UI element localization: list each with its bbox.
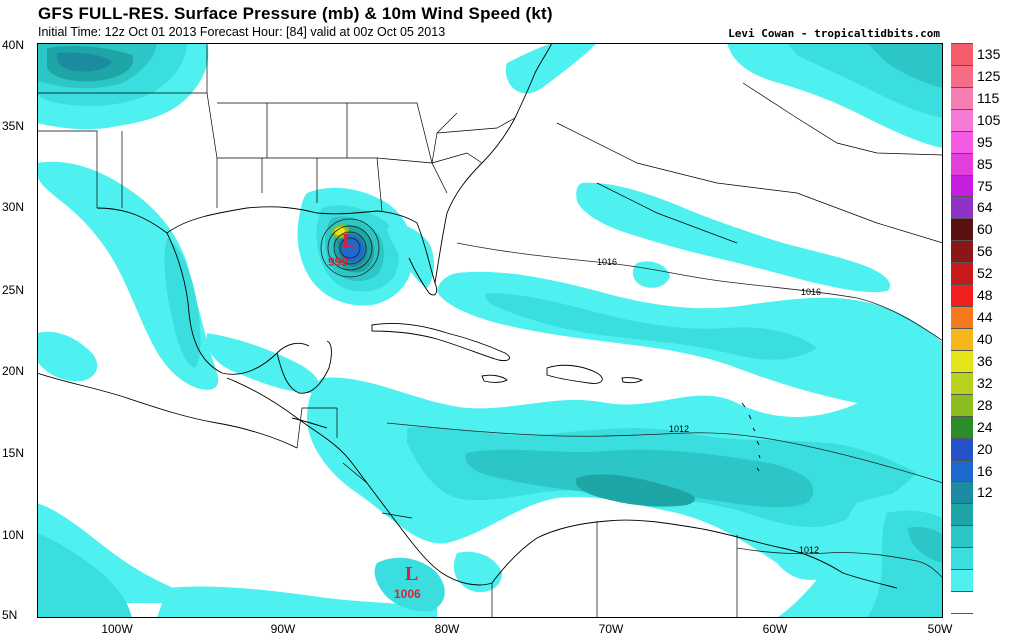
colorbar-tick-label: 95 [977,133,993,150]
map-title: GFS FULL-RES. Surface Pressure (mb) & 10… [38,4,553,23]
colorbar-tick-label: 135 [977,45,1001,62]
lat-label-30n: 30N [2,200,25,214]
colorbar-swatch [951,371,973,395]
colorbar-swatch [951,547,973,571]
colorbar-tick-label: 40 [977,330,993,347]
colorbar-swatch [951,503,973,527]
lat-label-35n: 35N [2,119,25,133]
colorbar-tick-label: 24 [977,418,993,435]
wind-speed-shading [37,43,943,618]
colorbar-tick-label: 125 [977,67,1001,84]
low-symbol-gulf: L [342,230,355,252]
isobar-label-1016-a: 1016 [597,257,617,267]
colorbar-tick-label: 28 [977,396,993,413]
colorbar-tick-label: 85 [977,155,993,172]
colorbar-tick-label: 44 [977,309,993,326]
colorbar-swatch [951,174,973,198]
colorbar-tick-label: 52 [977,265,993,282]
colorbar-tick-label: 115 [977,89,1000,106]
lon-label-70w: 70W [598,622,624,636]
colorbar-tick-label: 105 [977,111,1001,128]
wind-speed-colorbar [951,43,973,614]
colorbar-swatch [951,349,973,373]
coastlines [37,43,898,589]
colorbar-tick-label: 60 [977,221,993,238]
colorbar-swatch [951,152,973,176]
colorbar-tick-label: 36 [977,352,993,369]
lat-label-40n: 40N [2,38,25,52]
colorbar-swatch [951,196,973,220]
colorbar-tick-label: 16 [977,462,993,479]
colorbar-tick-label: 20 [977,440,993,457]
colorbar-swatch [951,284,973,308]
lat-label-20n: 20N [2,364,25,378]
colorbar-swatch [951,306,973,329]
isobar-label-1016-b: 1016 [801,287,821,297]
colorbar-swatch [951,86,973,110]
colorbar-swatch [951,328,973,351]
colorbar-swatch [951,415,973,439]
lon-label-50w: 50W [927,622,953,636]
lat-label-10n: 10N [2,528,25,542]
colorbar-swatch [951,43,973,66]
political-borders [37,43,943,618]
colorbar-swatch [951,240,973,264]
lon-label-80w: 80W [434,622,460,636]
colorbar-swatch [951,437,973,461]
colorbar-tick-label: 48 [977,287,993,304]
lat-label-15n: 15N [2,446,25,460]
map-subtitle: Initial Time: 12z Oct 01 2013 Forecast H… [38,25,446,39]
colorbar-tick-label: 12 [977,484,993,501]
colorbar-swatch [951,64,973,88]
lat-label-25n: 25N [2,283,25,297]
isobar-label-1012-a: 1012 [669,424,689,434]
colorbar-swatch [951,481,973,505]
lon-label-90w: 90W [270,622,296,636]
map-credit: Levi Cowan - tropicaltidbits.com [728,27,940,40]
lon-label-60w: 60W [762,622,788,636]
colorbar-swatch [951,591,973,614]
lon-label-100w: 100W [101,622,133,636]
low-pressure-gulf: 999 [328,255,348,269]
isobar-label-1012-b: 1012 [799,545,819,555]
colorbar-swatch [951,108,973,132]
low-symbol-panama: L [405,563,418,585]
map-frame [37,43,943,618]
colorbar-tick-label: 56 [977,243,993,260]
colorbar-tick-label: 32 [977,374,993,391]
isobars [320,218,943,579]
colorbar-swatch [951,459,973,483]
lat-label-5n: 5N [2,608,18,622]
colorbar-tick-label: 75 [977,177,993,194]
low-pressure-panama: 1006 [394,587,421,601]
colorbar-swatch [951,525,973,549]
colorbar-swatch [951,569,973,593]
colorbar-swatch [951,262,973,286]
colorbar-tick-label: 64 [977,199,993,216]
wind-pressure-map: L 999 L 1006 1016 1016 1012 1012 [37,43,943,618]
colorbar-swatch [951,393,973,417]
colorbar-swatch [951,218,973,242]
colorbar-swatch [951,130,973,154]
